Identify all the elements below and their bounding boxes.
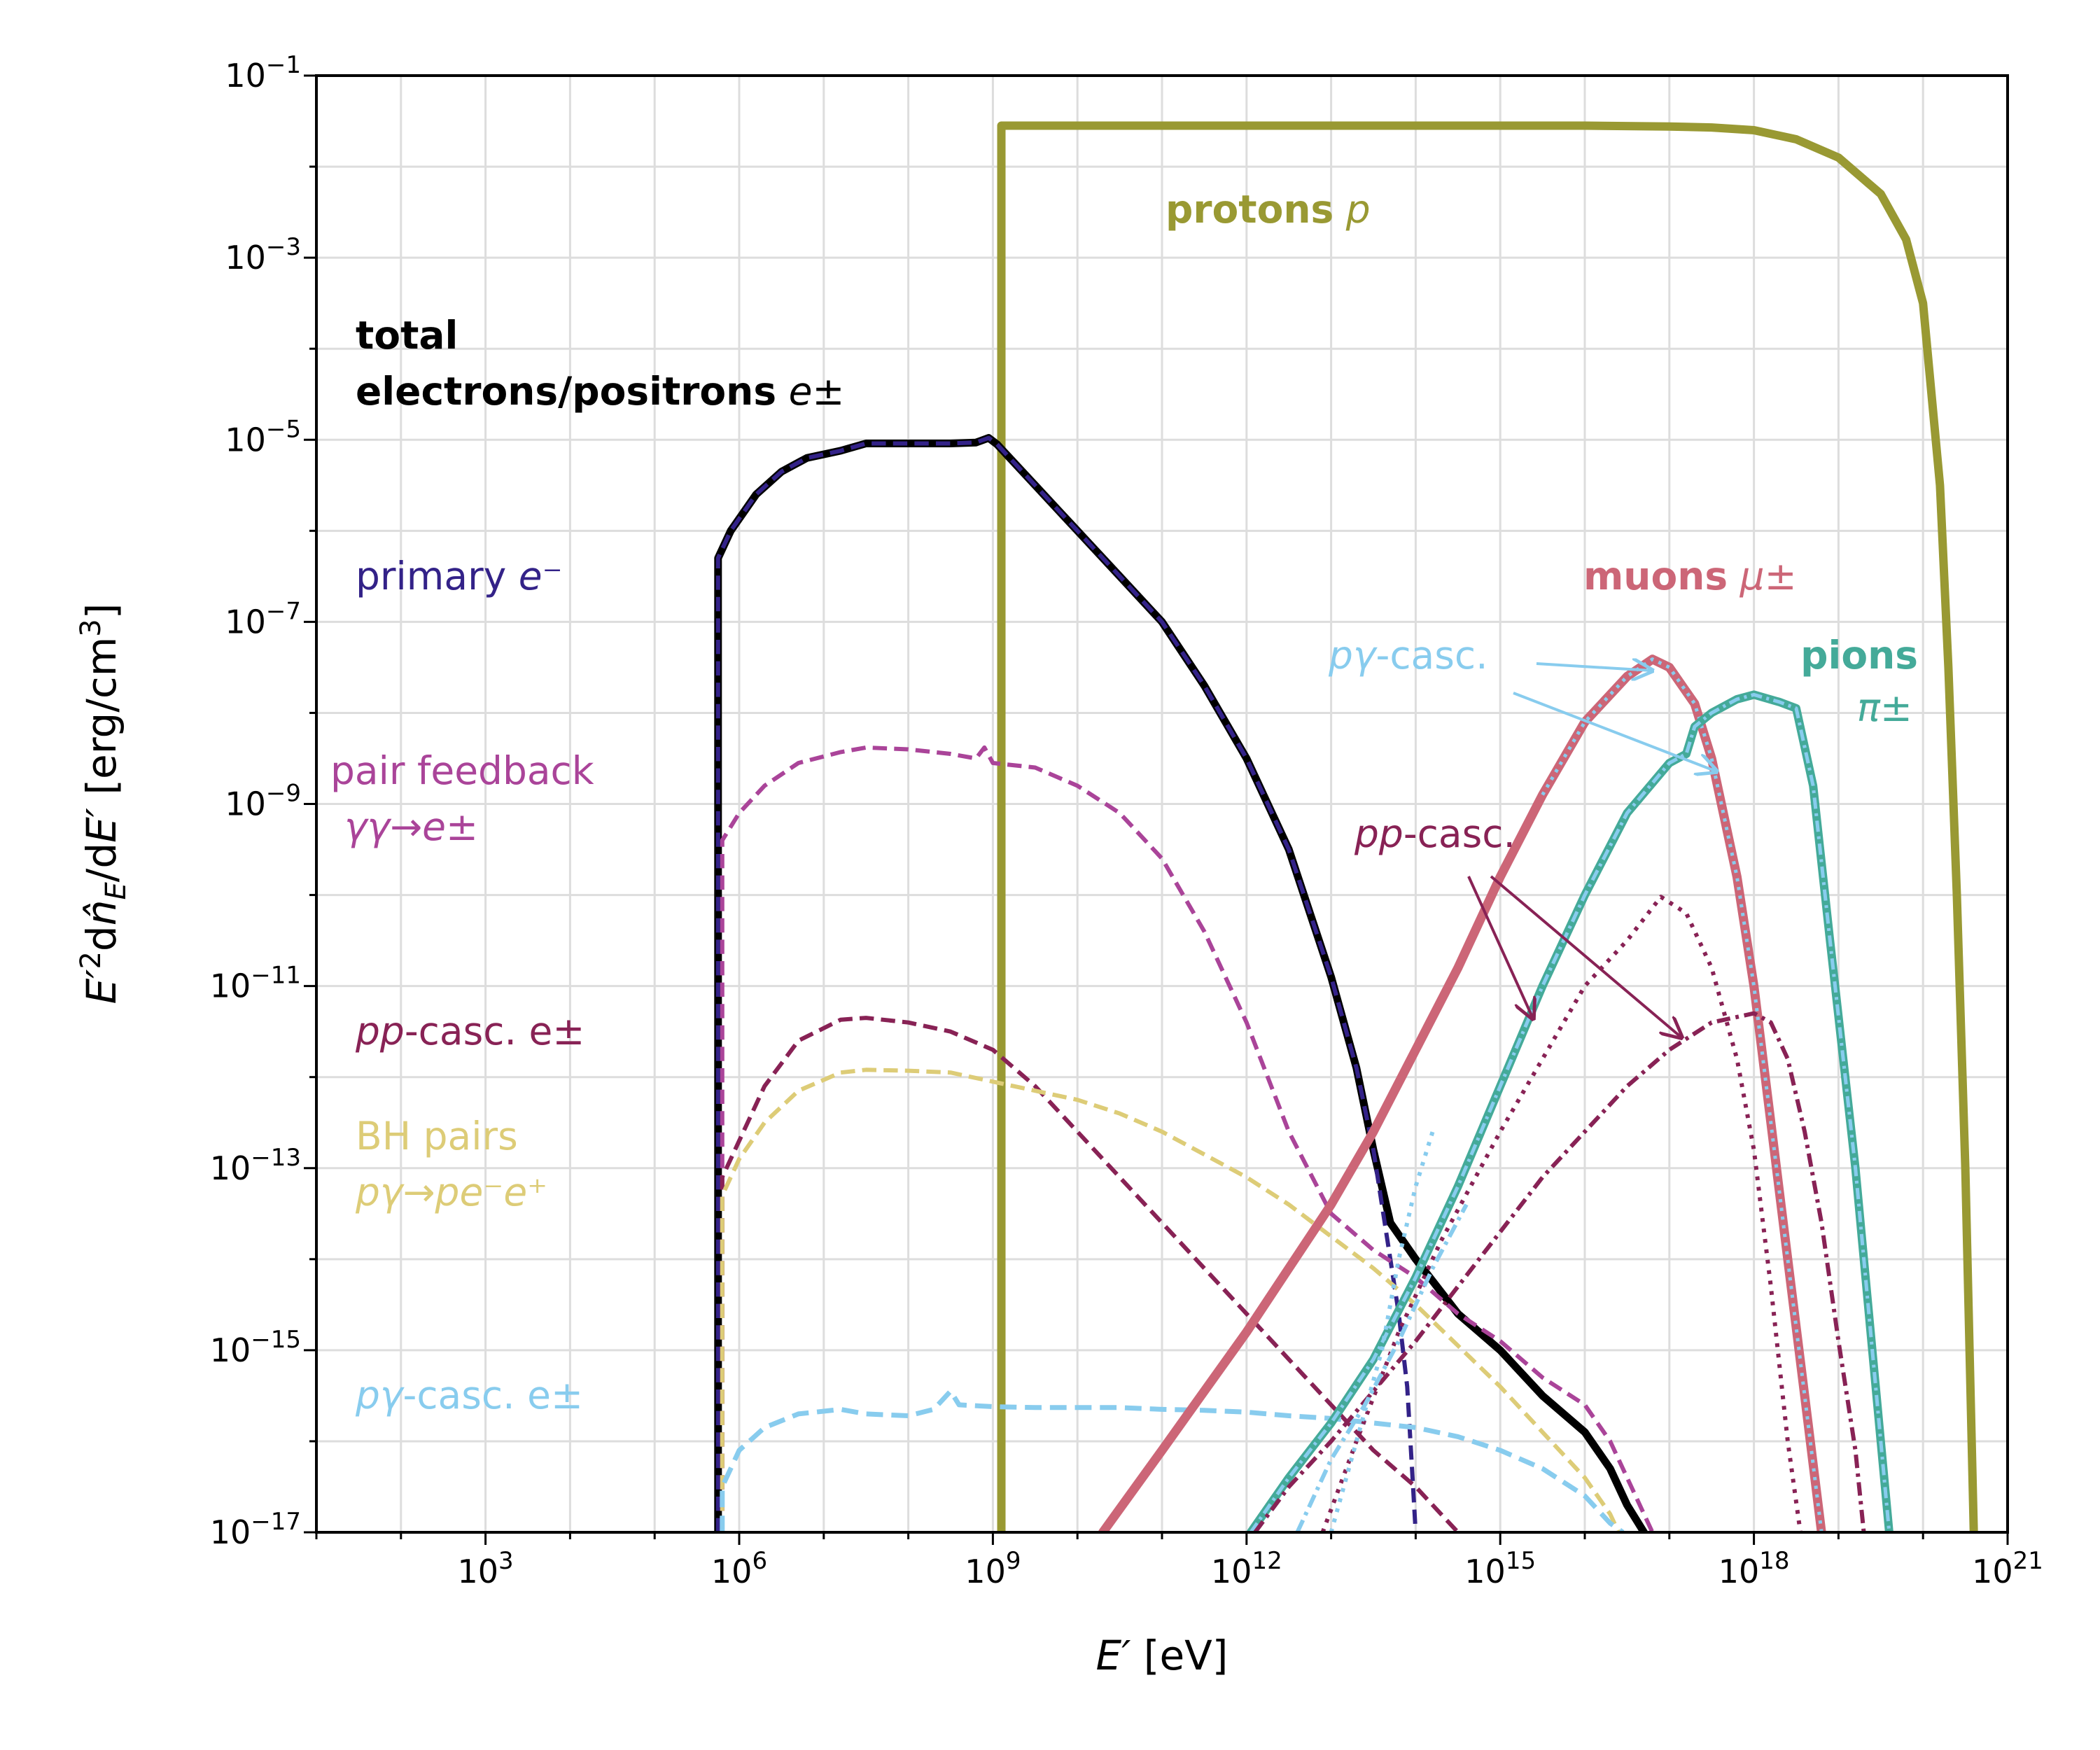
series-pp-pair xyxy=(720,1016,1460,1532)
series-pp-pions xyxy=(1253,1011,1866,1532)
ticks: 103 106 109 1012 1015 1018 1021 10−1 10−3 10−5 10−… xyxy=(210,51,2043,1590)
x-tick-label: 103 xyxy=(458,1547,514,1590)
y-tick-label: 10−7 xyxy=(225,597,301,640)
series-primary xyxy=(715,435,1418,1532)
label-pp-pairs: pp-casc. e± xyxy=(355,1009,584,1054)
series-bh-pairs xyxy=(720,1068,1621,1532)
y-tick-label: 10−3 xyxy=(225,233,301,276)
label-pgamma-casc: pγ-casc. xyxy=(1328,633,1488,678)
label-pgamma-pairs: pγ-casc. e± xyxy=(355,1373,583,1418)
y-tick-label: 10−15 xyxy=(210,1326,301,1369)
label-total-line2: electrons/positrons e± xyxy=(356,369,845,414)
series-pions-inner xyxy=(1249,692,1891,1532)
series-pgamma-dashdot-branch xyxy=(1295,1203,1469,1532)
arrow-pgamma-to-pions xyxy=(1513,692,1716,771)
label-primary: primary e⁻ xyxy=(356,554,563,598)
x-tick-label: 1021 xyxy=(1972,1547,2043,1590)
arrow-pgamma-to-muons xyxy=(1536,664,1652,671)
series-pp-muons xyxy=(1320,895,1802,1532)
arrow-pp-to-muons xyxy=(1467,876,1533,1018)
x-axis-title: E′ [eV] xyxy=(1096,1632,1228,1679)
label-pions-sym: π± xyxy=(1857,685,1912,730)
arrow-pp-to-pions xyxy=(1490,875,1681,1037)
y-tick-label: 10−13 xyxy=(210,1144,301,1187)
y-tick-label: 10−17 xyxy=(210,1508,301,1551)
label-protons: protons p xyxy=(1166,187,1371,232)
x-tick-label: 1018 xyxy=(1718,1547,1790,1590)
label-bh-line2: pγ→pe⁻e⁺ xyxy=(355,1170,547,1214)
x-tick-label: 109 xyxy=(965,1547,1021,1590)
y-tick-label: 10−9 xyxy=(225,780,301,823)
label-pair-feedback-eq: γγ→e± xyxy=(344,804,478,849)
x-tick-label: 106 xyxy=(711,1547,767,1590)
label-bh-line1: BH pairs xyxy=(356,1114,518,1158)
grid xyxy=(315,74,2009,1534)
label-pp-casc: pp-casc. xyxy=(1354,811,1516,856)
y-tick-label: 10−11 xyxy=(210,962,301,1005)
y-tick-label: 10−1 xyxy=(225,51,301,94)
label-muons: muons μ± xyxy=(1583,554,1797,598)
y-axis-title: E′2dn̂E/dE′ [erg/cm3] xyxy=(75,603,132,1004)
label-total-line1: total xyxy=(356,313,458,358)
series-pgamma-pair xyxy=(720,1388,1625,1532)
series-protons xyxy=(997,121,1978,1532)
x-tick-label: 1015 xyxy=(1464,1547,1536,1590)
label-pions: pions xyxy=(1800,633,1918,678)
y-tick-label: 10−5 xyxy=(225,415,301,458)
label-pair-feedback: pair feedback xyxy=(330,748,594,793)
x-tick-label: 1012 xyxy=(1211,1547,1282,1590)
